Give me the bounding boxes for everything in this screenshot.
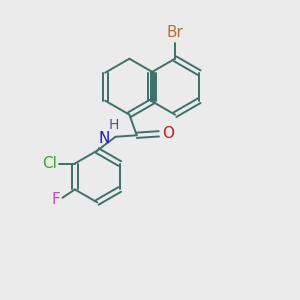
Text: N: N (99, 131, 110, 146)
Text: Br: Br (167, 26, 184, 40)
Text: Cl: Cl (42, 156, 57, 171)
Text: F: F (52, 192, 60, 207)
Text: H: H (109, 118, 119, 132)
Text: O: O (162, 126, 174, 141)
